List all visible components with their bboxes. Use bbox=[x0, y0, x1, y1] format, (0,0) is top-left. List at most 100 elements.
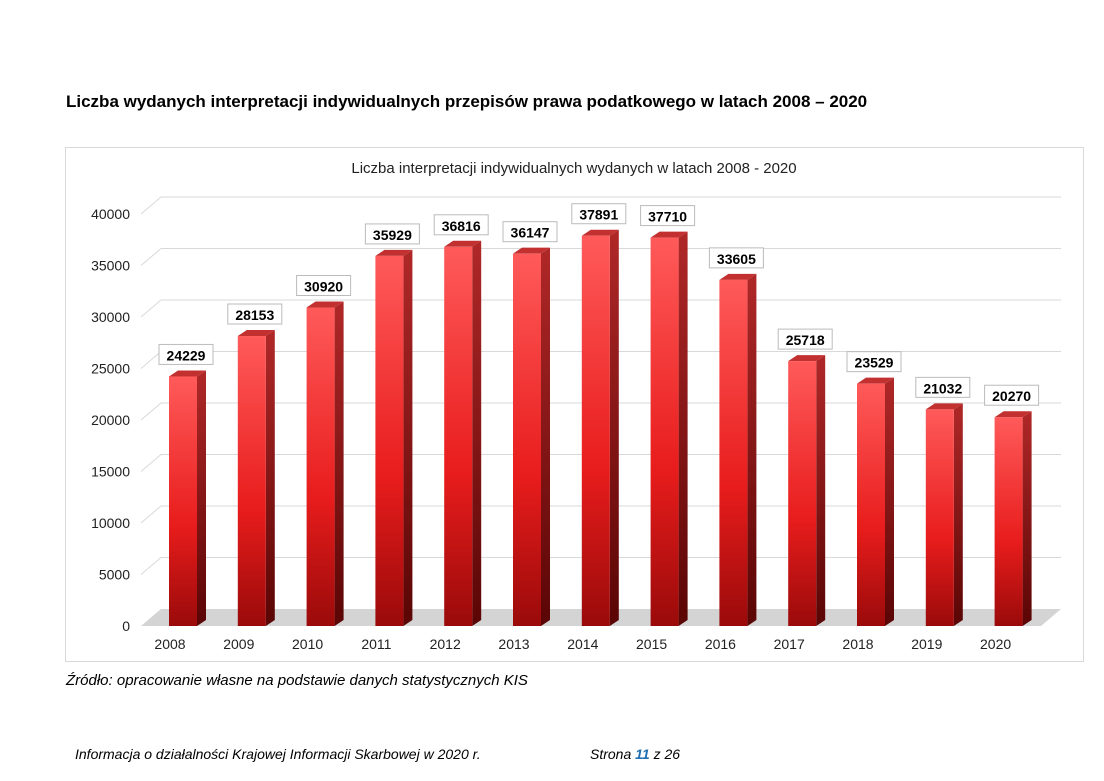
bar-top bbox=[513, 247, 550, 254]
bar-side bbox=[265, 330, 275, 626]
x-tick-label: 2018 bbox=[842, 636, 873, 652]
x-tick-label: 2015 bbox=[636, 636, 667, 652]
x-tick-label: 2017 bbox=[774, 636, 805, 652]
bar-top bbox=[925, 403, 963, 410]
x-tick-label: 2013 bbox=[498, 636, 529, 652]
y-tick-label: 20000 bbox=[91, 412, 130, 428]
bar-side bbox=[953, 403, 963, 626]
data-label-box bbox=[777, 328, 833, 350]
bar-top bbox=[306, 301, 344, 308]
data-label: 35929 bbox=[373, 227, 412, 243]
x-tick-label: 2009 bbox=[223, 636, 254, 652]
data-label: 25718 bbox=[786, 332, 825, 348]
bar bbox=[857, 383, 885, 626]
page-sep: z bbox=[653, 746, 661, 762]
gridline bbox=[140, 299, 1061, 318]
bar bbox=[513, 253, 541, 626]
y-tick-label: 10000 bbox=[91, 515, 130, 531]
x-tick-label: 2011 bbox=[361, 636, 391, 652]
bar-side bbox=[609, 229, 619, 626]
x-tick-label: 2016 bbox=[705, 636, 736, 652]
data-label: 36816 bbox=[442, 218, 481, 234]
chart-title: Liczba interpretacji indywidualnych wyda… bbox=[351, 160, 796, 177]
bar bbox=[788, 361, 817, 626]
bar-side bbox=[1022, 411, 1032, 626]
bar bbox=[306, 307, 335, 626]
bar-top bbox=[169, 370, 206, 377]
data-label: 30920 bbox=[304, 279, 343, 295]
bar-side bbox=[816, 355, 826, 626]
chart-svg: Liczba interpretacji indywidualnych wyda… bbox=[91, 160, 1061, 652]
data-label-box bbox=[915, 376, 971, 398]
x-tick-label: 2014 bbox=[567, 636, 598, 652]
bar-top bbox=[444, 240, 482, 247]
data-label-box bbox=[364, 223, 420, 245]
y-tick-label: 0 bbox=[122, 618, 130, 634]
data-label: 28153 bbox=[235, 307, 274, 323]
bar-side bbox=[472, 240, 482, 626]
bar-top bbox=[788, 355, 826, 362]
gridline bbox=[140, 402, 1061, 421]
y-tick-label: 35000 bbox=[91, 258, 130, 274]
data-label-box bbox=[433, 214, 489, 236]
data-label: 36147 bbox=[511, 225, 550, 241]
y-tick-label: 25000 bbox=[91, 361, 130, 377]
gridline bbox=[140, 196, 1061, 215]
bar bbox=[169, 376, 197, 626]
data-label-box bbox=[158, 343, 214, 365]
bar-side bbox=[678, 231, 688, 626]
bar bbox=[375, 255, 404, 626]
data-label-box bbox=[571, 203, 627, 225]
x-tick-label: 2019 bbox=[911, 636, 942, 652]
total-pages: 26 bbox=[664, 746, 681, 762]
data-label: 33605 bbox=[717, 251, 756, 267]
gridline bbox=[140, 557, 1061, 575]
data-label-box bbox=[984, 384, 1040, 406]
y-tick-label: 30000 bbox=[91, 309, 130, 325]
bar-side bbox=[197, 370, 206, 626]
bar-top bbox=[237, 330, 275, 337]
data-label-box bbox=[640, 205, 696, 227]
data-label-box bbox=[227, 303, 283, 325]
data-label-box bbox=[708, 247, 764, 269]
x-tick-label: 2012 bbox=[430, 636, 461, 652]
source-note: Źródło: opracowanie własne na podstawie … bbox=[66, 672, 528, 689]
bar bbox=[994, 417, 1023, 626]
chart: Liczba interpretacji indywidualnych wyda… bbox=[65, 147, 1084, 662]
bar bbox=[237, 336, 266, 626]
y-tick-label: 5000 bbox=[99, 567, 130, 583]
bar-top bbox=[994, 411, 1032, 418]
data-label-box bbox=[846, 351, 902, 373]
data-label: 21032 bbox=[923, 380, 962, 396]
y-tick-label: 40000 bbox=[91, 206, 130, 222]
bar bbox=[444, 246, 473, 626]
bar-top bbox=[719, 273, 757, 280]
data-label-box bbox=[502, 221, 558, 243]
bar-side bbox=[885, 377, 894, 626]
bar-top bbox=[375, 249, 413, 256]
y-tick-label: 15000 bbox=[91, 464, 130, 480]
current-page: 11 bbox=[635, 746, 650, 762]
x-tick-label: 2010 bbox=[292, 636, 323, 652]
data-label: 20270 bbox=[992, 388, 1031, 404]
bar bbox=[581, 235, 610, 626]
page-number: Strona 11 z 26 bbox=[590, 746, 680, 762]
bar bbox=[650, 237, 679, 626]
bar-top bbox=[581, 229, 619, 236]
data-label: 24229 bbox=[167, 347, 206, 363]
page-prefix: Strona bbox=[590, 746, 632, 762]
data-label: 37891 bbox=[579, 207, 618, 223]
data-label: 23529 bbox=[855, 355, 894, 371]
page-heading: Liczba wydanych interpretacji indywidual… bbox=[66, 92, 868, 111]
bar-side bbox=[334, 301, 344, 626]
x-tick-label: 2008 bbox=[154, 636, 185, 652]
footer-title: Informacja o działalności Krajowej Infor… bbox=[75, 746, 481, 762]
gridline bbox=[140, 505, 1061, 524]
bar-side bbox=[747, 273, 757, 626]
gridline bbox=[140, 454, 1061, 472]
bar-side bbox=[403, 249, 413, 626]
data-label-box bbox=[296, 275, 352, 297]
bar-top bbox=[857, 377, 894, 384]
x-tick-label: 2020 bbox=[980, 636, 1011, 652]
bar-top bbox=[650, 231, 688, 238]
